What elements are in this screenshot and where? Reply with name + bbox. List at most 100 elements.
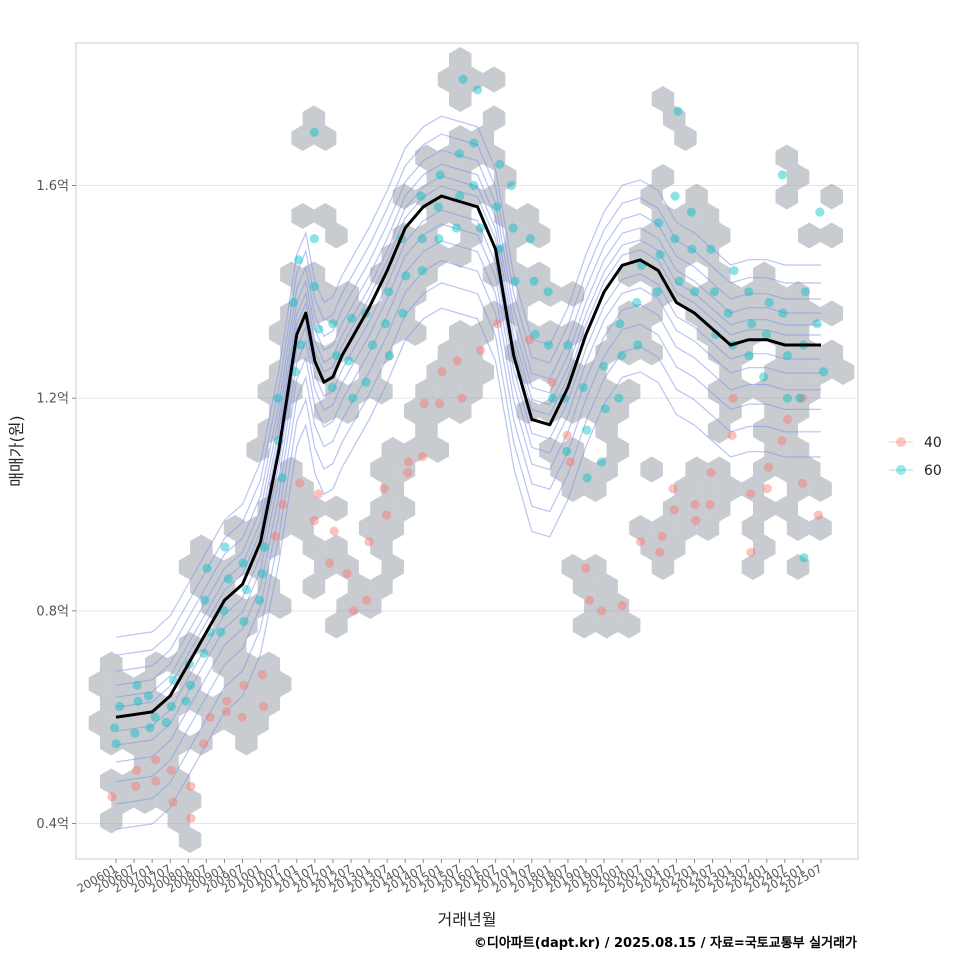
hexbin-cell <box>437 66 461 93</box>
hexbin-cell <box>415 417 438 444</box>
hexbin-cell <box>235 612 258 639</box>
hexbin-cell <box>133 788 157 814</box>
hexbin-cell <box>505 222 528 249</box>
scatter-point-60 <box>673 106 683 116</box>
scatter-point-60 <box>709 287 720 297</box>
hexbin-cell <box>786 398 810 424</box>
hexbin-cell <box>336 281 359 307</box>
hexbin-cell <box>325 378 348 405</box>
hexbin-cell <box>178 788 202 814</box>
scatter-point-60 <box>458 74 468 84</box>
scatter-point-40 <box>151 755 161 765</box>
scatter-point-60 <box>469 180 479 191</box>
scatter-point-60 <box>475 223 485 233</box>
hexbin-cell <box>370 495 393 522</box>
scatter-point-60 <box>578 382 588 393</box>
hexbin-cell <box>302 534 326 561</box>
hexbin-cell <box>775 378 798 405</box>
scatter-point-60 <box>614 393 624 403</box>
hexbin-cell <box>178 554 202 580</box>
hexbin-cell <box>629 515 652 541</box>
scatter-point-60 <box>812 319 822 329</box>
scatter-point-60 <box>495 159 505 169</box>
scatter-point-60 <box>202 563 212 573</box>
scatter-point-60 <box>416 191 426 201</box>
scatter-point-40 <box>746 547 756 557</box>
hexbin-cell <box>268 359 292 385</box>
hexbin-cell <box>516 281 540 307</box>
scatter-point-60 <box>223 574 233 584</box>
hexbin-cell <box>212 651 236 678</box>
scatter-point-60 <box>529 276 539 286</box>
scatter-point-60 <box>185 680 195 690</box>
scatter-point-40 <box>581 563 591 573</box>
hexbin-cell <box>325 300 348 327</box>
hexbin-cell <box>651 242 675 268</box>
legend-label-60: 60 <box>924 463 942 479</box>
hexbin-cell <box>527 339 551 366</box>
scatter-point-60 <box>273 393 283 403</box>
hexbin-cell <box>392 300 416 327</box>
hexbin-cell <box>223 671 247 697</box>
hexbin-cell <box>674 515 697 541</box>
hexbin-cell <box>460 222 483 249</box>
hexbin-cell <box>820 300 843 327</box>
scatter-point-40 <box>309 515 319 526</box>
hexbin-cell <box>358 359 382 385</box>
scatter-point-60 <box>181 696 191 706</box>
hexbin-cell <box>460 378 483 405</box>
hexbin-cell <box>426 437 449 463</box>
scatter-point-60 <box>617 351 627 361</box>
scatter-point-60 <box>239 616 249 627</box>
scatter-point-40 <box>763 462 774 472</box>
hexbin-cell <box>809 476 832 502</box>
scatter-point-60 <box>143 691 154 701</box>
scatter-point-60 <box>111 739 121 749</box>
hexbin-cell <box>426 164 449 190</box>
hexbin-cell <box>460 339 483 366</box>
scatter-point-60 <box>800 287 811 297</box>
hexbin-cell <box>674 203 697 229</box>
scatter-point-40 <box>325 558 335 568</box>
hexbin-cell <box>753 534 776 561</box>
hexbin-cell <box>347 573 371 600</box>
scatter-point-60 <box>455 191 465 201</box>
scatter-point-60 <box>782 351 793 361</box>
hexbin-cell <box>460 66 483 93</box>
scatter-point-60 <box>133 696 143 706</box>
scatter-point-60 <box>290 367 300 377</box>
hexbin-cell <box>527 261 551 288</box>
hexbin-cell <box>291 203 314 229</box>
hexbin-cell <box>156 788 179 814</box>
scatter-point-60 <box>110 723 120 733</box>
hexbin-cell <box>201 554 224 580</box>
scatter-point-40 <box>547 377 557 387</box>
scatter-point-40 <box>746 489 756 499</box>
scatter-point-60 <box>655 250 665 260</box>
density-contour <box>115 115 821 638</box>
hexbin-cell <box>662 495 686 522</box>
hexbin-cell <box>370 456 393 483</box>
hexbin-cell <box>325 222 348 249</box>
hexbin-cell <box>640 222 663 249</box>
scatter-point-40 <box>493 319 503 329</box>
scatter-point-40 <box>270 531 281 542</box>
scatter-point-60 <box>795 393 805 403</box>
scatter-point-60 <box>199 648 209 659</box>
scatter-point-60 <box>451 223 462 233</box>
x-axis: 2006012006072007012007072008012008072009… <box>74 859 825 896</box>
scatter-point-60 <box>548 393 558 403</box>
scatter-point-40 <box>617 600 627 611</box>
scatter-point-60 <box>434 234 444 244</box>
hexbin-cell <box>595 456 618 483</box>
hexbin-cell <box>404 437 427 463</box>
hexbin-cell <box>145 690 168 717</box>
hexbin-cell <box>786 164 810 190</box>
hexbin-cell <box>775 495 798 522</box>
hexbin-cell <box>291 476 314 502</box>
trend-line-group <box>115 194 821 719</box>
scatter-point-60 <box>132 680 142 690</box>
scatter-point-60 <box>690 287 700 297</box>
hexbin-cell <box>696 242 720 268</box>
scatter-point-40 <box>524 335 535 345</box>
